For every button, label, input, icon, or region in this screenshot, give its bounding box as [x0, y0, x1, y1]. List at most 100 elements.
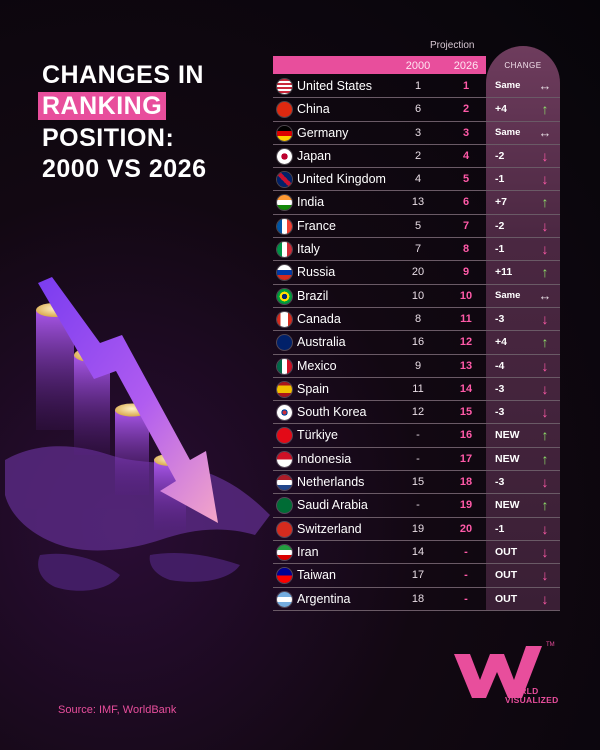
table-row: Mexico 9 13 -4 ↓ — [273, 355, 560, 378]
change-value: NEW — [495, 429, 520, 442]
change-value: -3 — [495, 476, 505, 489]
rank-2026: 13 — [459, 359, 473, 372]
rank-2000: 6 — [414, 103, 422, 116]
arrow-down-icon: ↓ — [541, 171, 549, 188]
projection-label: Projection — [430, 40, 475, 51]
rank-2026: 8 — [462, 243, 470, 256]
country-name: Iran — [297, 544, 319, 559]
rank-2000: 14 — [411, 545, 425, 558]
country-name: Japan — [297, 148, 332, 163]
rank-2026: 2 — [462, 103, 470, 116]
us-flag-icon — [277, 79, 292, 94]
title-line-4: 2000 VS 2026 — [42, 155, 207, 183]
table-row: South Korea 12 15 -3 ↓ — [273, 401, 560, 425]
de-flag-icon — [277, 125, 292, 141]
country-name: Indonesia — [297, 451, 352, 466]
table-row: Spain 11 14 -3 ↓ — [273, 378, 560, 402]
nl-flag-icon — [277, 475, 292, 491]
rank-2000: 20 — [411, 266, 425, 279]
arrow-down-icon: ↓ — [541, 474, 549, 491]
rank-2000: 15 — [411, 476, 425, 489]
coin-pillar-3 — [115, 403, 149, 495]
jp-flag-icon — [277, 148, 292, 164]
table-row: Argentina 18 - OUT ↓ — [273, 588, 560, 611]
rank-2026: 5 — [462, 173, 470, 186]
change-value: OUT — [495, 592, 518, 605]
table-row: United Kingdom 4 5 -1 ↓ — [273, 168, 560, 192]
kr-flag-icon — [277, 405, 292, 421]
rank-2026: 16 — [459, 429, 473, 442]
table-row: Indonesia - 17 NEW ↑ — [273, 448, 560, 472]
rank-2026: 19 — [459, 499, 473, 512]
arrow-down-icon: ↓ — [541, 590, 549, 607]
rank-2000: 17 — [411, 569, 425, 582]
arrow-up-icon: ↑ — [541, 450, 549, 467]
change-value: -3 — [495, 406, 505, 419]
rank-2026: 9 — [462, 266, 470, 279]
change-value: -1 — [495, 243, 505, 256]
country-name: United Kingdom — [297, 172, 386, 187]
change-value: -3 — [495, 312, 505, 325]
arrow-down-icon: ↓ — [541, 520, 549, 537]
change-column-background — [486, 46, 560, 610]
rank-2000: 10 — [411, 289, 425, 302]
tw-flag-icon — [277, 568, 292, 584]
rank-2000: 18 — [411, 592, 425, 605]
rank-2026: 17 — [459, 452, 473, 465]
br-flag-icon — [277, 288, 292, 304]
cn-flag-icon — [277, 102, 292, 118]
country-name: Brazil — [297, 288, 329, 303]
rank-2026: 1 — [462, 80, 470, 92]
gb-flag-icon — [277, 172, 292, 188]
falling-arrow-illustration — [5, 277, 270, 591]
change-value: +4 — [495, 103, 507, 116]
country-name: Canada — [297, 311, 341, 326]
table-row: Netherlands 15 18 -3 ↓ — [273, 471, 560, 495]
country-name: China — [297, 102, 330, 117]
source-note: Source: IMF, WorldBank — [58, 704, 177, 716]
sa-flag-icon — [277, 498, 292, 514]
change-value: +7 — [495, 196, 507, 209]
es-flag-icon — [277, 381, 292, 397]
change-value: -1 — [495, 522, 505, 535]
world-visualized-logo-icon: TM — [454, 642, 555, 698]
arrow-down-icon: ↓ — [541, 147, 549, 164]
id-flag-icon — [277, 451, 292, 467]
rank-2000: 4 — [414, 173, 422, 186]
it-flag-icon — [277, 242, 292, 258]
down-trend-arrow-icon — [38, 277, 218, 523]
rank-2000: - — [416, 429, 420, 442]
rank-2000: 3 — [414, 126, 422, 139]
rank-2000: 11 — [412, 382, 424, 395]
country-name: Türkiye — [297, 428, 338, 443]
rank-2026: - — [464, 569, 468, 582]
table-row: Taiwan 17 - OUT ↓ — [273, 564, 560, 588]
header-2026: 2026 — [453, 60, 479, 72]
arrow-down-icon: ↓ — [541, 217, 549, 234]
change-value: OUT — [495, 545, 518, 558]
country-name: Spain — [297, 381, 329, 396]
arrow-down-icon: ↓ — [541, 380, 549, 397]
ru-flag-icon — [277, 265, 292, 281]
ch-flag-icon — [277, 521, 292, 537]
arrow-down-icon: ↓ — [541, 241, 549, 258]
country-name: Mexico — [297, 358, 337, 373]
table-header-bar — [273, 56, 486, 74]
rank-2000: 12 — [411, 406, 425, 419]
rank-2000: 16 — [411, 336, 425, 349]
table-row: United States 1 1 Same ↔ — [273, 75, 560, 99]
rank-2026: 18 — [459, 476, 473, 489]
rank-2026: 7 — [462, 219, 470, 232]
change-value: OUT — [495, 569, 518, 582]
arrow-down-icon: ↓ — [541, 357, 549, 374]
rank-2026: 20 — [459, 522, 473, 535]
rank-2026: 11 — [460, 312, 472, 325]
title-block: CHANGES IN RANKING POSITION: 2000 VS 202… — [38, 60, 207, 185]
header-change: CHANGE — [504, 61, 542, 70]
arrow-up-icon: ↑ — [541, 101, 549, 118]
country-name: Australia — [297, 335, 346, 350]
country-name: Saudi Arabia — [297, 498, 368, 513]
rank-2000: 8 — [414, 312, 422, 325]
change-value: Same — [495, 289, 521, 301]
